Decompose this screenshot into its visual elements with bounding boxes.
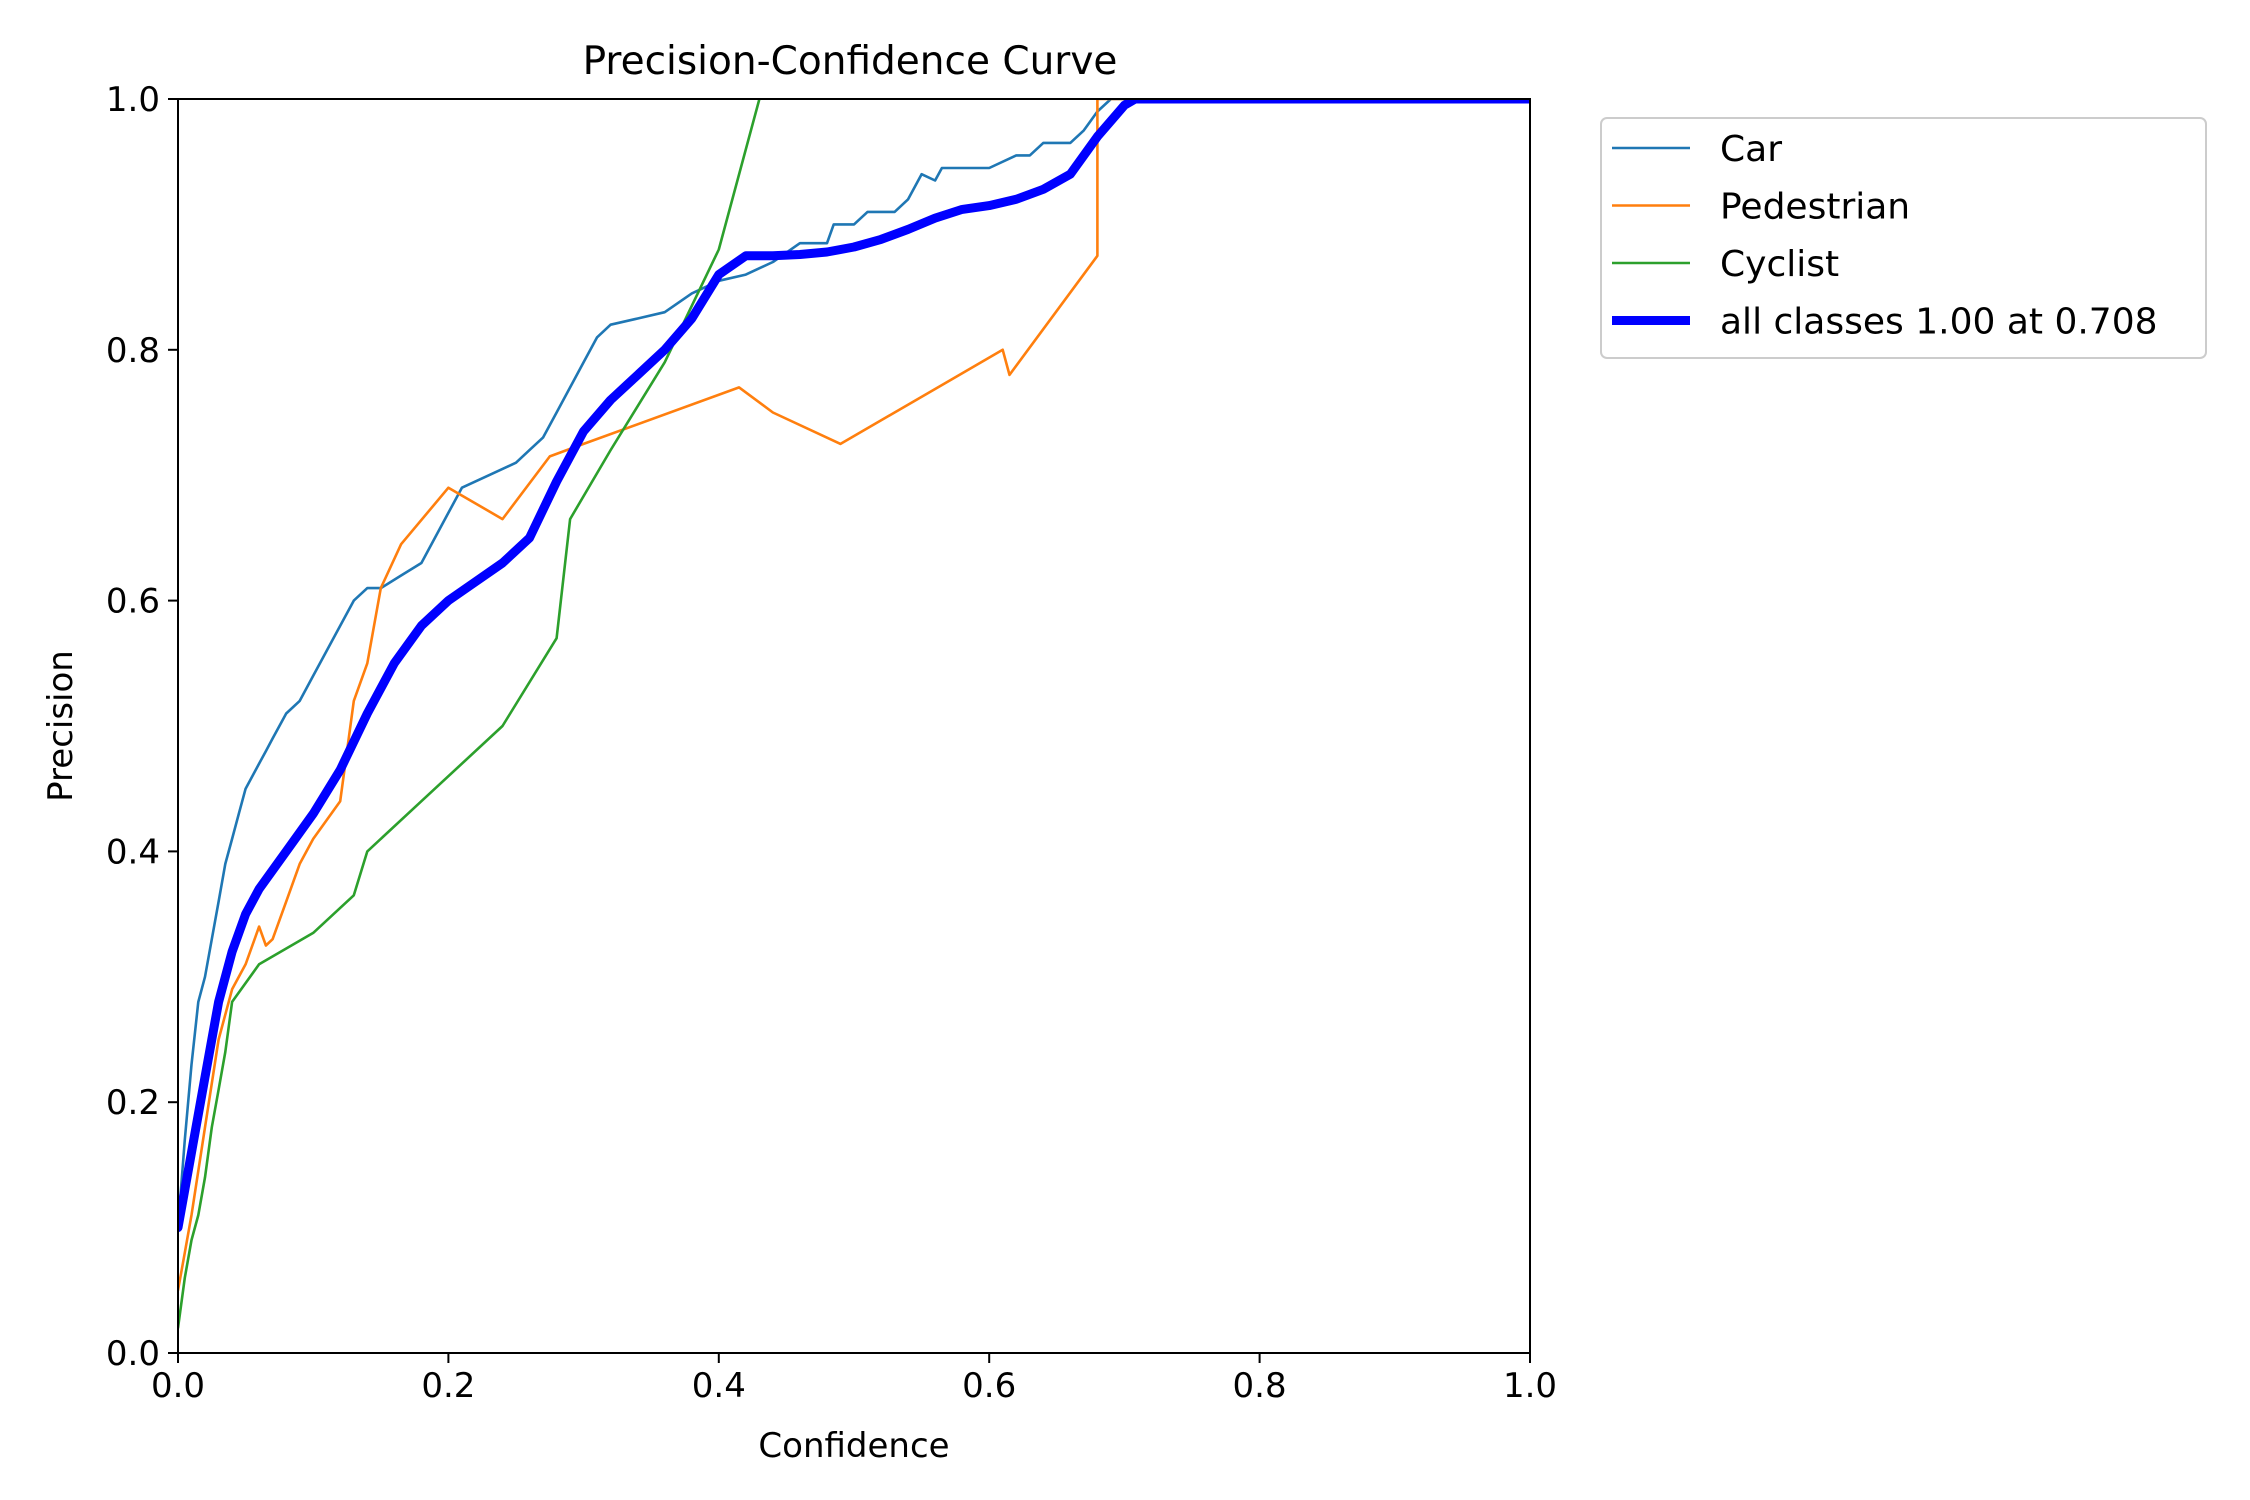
series-line-cyclist	[178, 99, 761, 1330]
legend-label: Cyclist	[1720, 244, 1839, 285]
x-axis-label: Confidence	[758, 1426, 949, 1466]
y-tick-label: 0.2	[106, 1083, 160, 1123]
chart-title: Precision-Confidence Curve	[583, 39, 1118, 84]
legend-box	[1600, 117, 2207, 359]
legend-label: all classes 1.00 at 0.708	[1720, 302, 2158, 343]
series-line-car	[178, 99, 1530, 1229]
y-axis-label: Precision	[41, 650, 81, 802]
x-tick-label: 0.2	[421, 1366, 475, 1406]
series-line-pedestrian	[178, 99, 1530, 1292]
y-tick-label: 0.8	[106, 331, 160, 371]
y-tick-label: 0.0	[106, 1334, 160, 1374]
y-tick-label: 0.6	[106, 582, 160, 622]
y-tick-label: 0.4	[106, 832, 160, 872]
y-tick-label: 1.0	[106, 80, 160, 120]
x-axis: 0.0 0.2 0.4 0.6 0.8 1.0	[151, 1353, 1557, 1406]
x-tick-label: 0.0	[151, 1366, 205, 1406]
y-axis: 0.0 0.2 0.4 0.6 0.8 1.0	[106, 80, 178, 1374]
plot-frame	[177, 98, 1531, 1354]
legend-label: Pedestrian	[1720, 187, 1910, 228]
legend-label: Car	[1720, 129, 1782, 170]
x-tick-label: 0.4	[692, 1366, 746, 1406]
series-line-all-classes-1-00-at-0-708	[178, 99, 1530, 1233]
x-tick-label: 0.6	[962, 1366, 1016, 1406]
series-layer	[178, 99, 1530, 1330]
plot-area	[178, 99, 1530, 1353]
legend: Car Pedestrian Cyclist all classes 1.00 at …	[1600, 117, 2207, 359]
x-tick-label: 0.8	[1233, 1366, 1287, 1406]
x-tick-label: 1.0	[1503, 1366, 1557, 1406]
